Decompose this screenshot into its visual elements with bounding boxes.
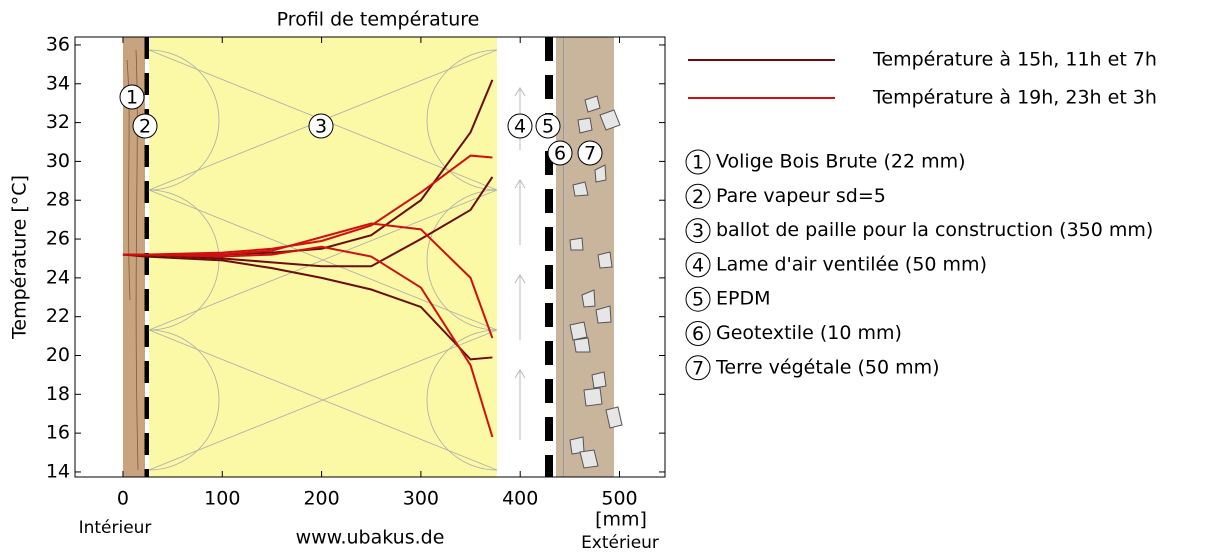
plot-layer-marker-number: 7	[584, 143, 596, 165]
air-arrows	[515, 88, 525, 440]
plot-layer-marker-number: 4	[514, 116, 526, 138]
chart: Profil de température [mm] Température […	[0, 0, 1221, 553]
y-tick-label: 26	[46, 228, 70, 250]
layer-marker-number: 1	[692, 152, 704, 174]
x-tick-label: 200	[303, 488, 339, 510]
inside-label: Intérieur	[79, 518, 152, 538]
layer-name: Pare vapeur sd=5	[716, 185, 886, 207]
layer-name: EPDM	[716, 288, 771, 310]
outside-label: Extérieur	[581, 533, 659, 553]
y-tick-label: 20	[46, 344, 70, 366]
plot-layer-marker-number: 3	[315, 116, 327, 138]
y-tick-label: 24	[46, 266, 70, 288]
y-tick-label: 36	[46, 33, 70, 55]
y-tick-label: 28	[46, 189, 70, 211]
plot-layer-marker-number: 5	[542, 116, 554, 138]
y-tick-label: 16	[46, 422, 70, 444]
y-tick-label: 14	[46, 460, 70, 482]
layer-name: ballot de paille pour la construction (3…	[716, 219, 1153, 241]
plot-layer-marker-number: 1	[126, 87, 138, 109]
layer-marker-number: 2	[692, 186, 704, 208]
x-tick-label: 0	[117, 488, 129, 510]
y-tick-label: 30	[46, 150, 70, 172]
plot-layer-marker-number: 6	[554, 143, 566, 165]
y-tick-label: 18	[46, 383, 70, 405]
y-tick-label: 34	[46, 72, 70, 94]
y-tick-label: 22	[46, 305, 70, 327]
layer-name: Geotextile (10 mm)	[716, 322, 902, 344]
layer-marker-number: 7	[692, 357, 704, 379]
chart-title: Profil de température	[277, 9, 480, 31]
plot-layer-marker-number: 2	[139, 116, 151, 138]
x-tick-label: 400	[502, 488, 538, 510]
layer-marker-number: 3	[692, 220, 704, 242]
y-axis-label: Température [°C]	[9, 175, 31, 340]
legend-label: Température à 15h, 11h et 7h	[872, 49, 1157, 71]
source-label: www.ubakus.de	[296, 527, 445, 549]
y-tick-label: 32	[46, 111, 70, 133]
layer-marker-number: 5	[692, 289, 704, 311]
x-tick-label: 300	[403, 488, 439, 510]
x-tick-label: 100	[204, 488, 240, 510]
geotextile	[556, 37, 564, 477]
layer-name: Volige Bois Brute (22 mm)	[716, 151, 966, 173]
x-tick-label: 500	[601, 488, 637, 510]
legend-label: Température à 19h, 23h et 3h	[872, 87, 1157, 109]
x-axis-label: [mm]	[595, 509, 647, 531]
layer-name: Lame d'air ventilée (50 mm)	[716, 253, 987, 275]
layer-name: Terre végétale (50 mm)	[715, 356, 940, 378]
layer-marker-number: 4	[692, 254, 704, 276]
layer-marker-number: 6	[692, 323, 704, 345]
